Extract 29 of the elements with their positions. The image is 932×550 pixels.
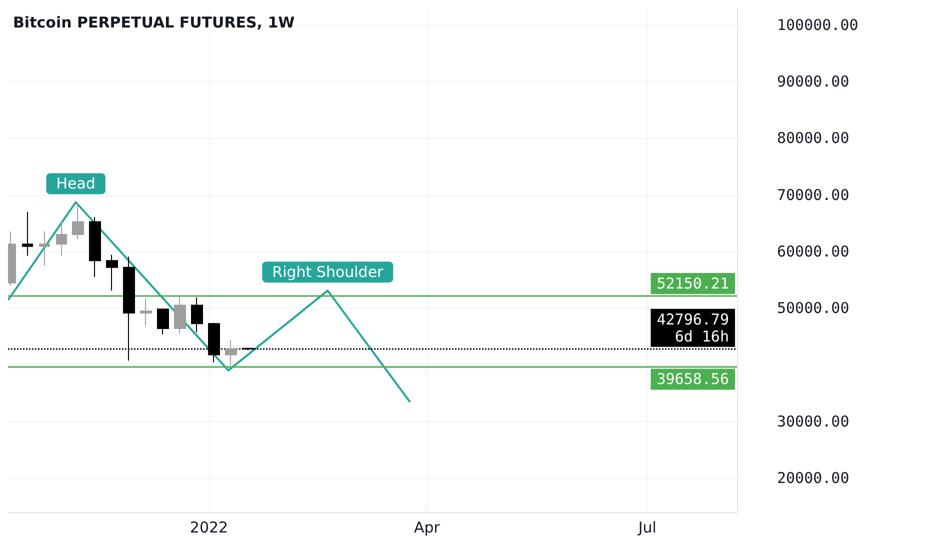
candlestick: [72, 202, 84, 240]
y-tick-label: 30000.00: [777, 412, 850, 430]
y-tick-label: 60000.00: [777, 242, 850, 261]
candlestick: [22, 211, 33, 256]
y-tick-label: 70000.00: [777, 186, 850, 204]
ref-line-label: 52150.21: [656, 274, 729, 292]
y-tick-label: 20000.00: [777, 469, 850, 488]
x-tick-label: Apr: [414, 518, 441, 536]
candlestick: [56, 222, 67, 256]
candlestick: [157, 308, 169, 335]
candlestick: [225, 340, 237, 366]
y-tick-label: 90000.00: [777, 72, 850, 91]
y-tick-label: 80000.00: [777, 129, 850, 148]
chart-title: Bitcoin PERPETUAL FUTURES, 1W: [13, 14, 296, 32]
candlestick: [140, 298, 152, 326]
y-tick-label: 50000.00: [777, 299, 850, 318]
x-tick-label: 2022: [190, 518, 228, 536]
x-tick-label: Jul: [637, 518, 656, 536]
ref-line-label: 39658.56: [656, 370, 729, 388]
candlestick: [174, 295, 186, 334]
candlestick: [106, 254, 118, 292]
candlestick: [191, 296, 203, 333]
candlestick: [89, 216, 101, 278]
candlestick: [39, 230, 50, 266]
ref-line-label: 42796.79 6d 16h: [656, 310, 729, 346]
annotation: Right Shoulder: [272, 263, 384, 282]
y-tick-label: 100000.00: [777, 16, 858, 34]
line-series: [8, 201, 412, 404]
annotation: Head: [56, 174, 96, 193]
